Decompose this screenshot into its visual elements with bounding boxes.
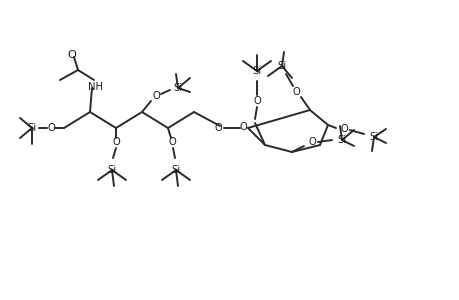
Text: Si: Si <box>252 66 261 76</box>
Text: O: O <box>291 87 299 97</box>
Text: Si: Si <box>171 165 180 175</box>
Text: O: O <box>112 137 120 147</box>
Text: Si: Si <box>337 135 346 145</box>
Text: O: O <box>152 91 160 101</box>
Text: O: O <box>308 137 315 147</box>
Text: Si: Si <box>28 123 36 133</box>
Text: O: O <box>168 137 175 147</box>
Text: Si: Si <box>369 132 378 142</box>
Text: O: O <box>252 96 260 106</box>
Text: Si: Si <box>173 83 182 93</box>
Text: NH: NH <box>88 82 103 92</box>
Text: O: O <box>67 50 76 60</box>
Text: O: O <box>339 124 347 134</box>
Text: O: O <box>239 122 246 132</box>
Text: Si: Si <box>107 165 116 175</box>
Text: O: O <box>47 123 55 133</box>
Text: Si: Si <box>277 61 286 71</box>
Text: O: O <box>213 123 221 133</box>
